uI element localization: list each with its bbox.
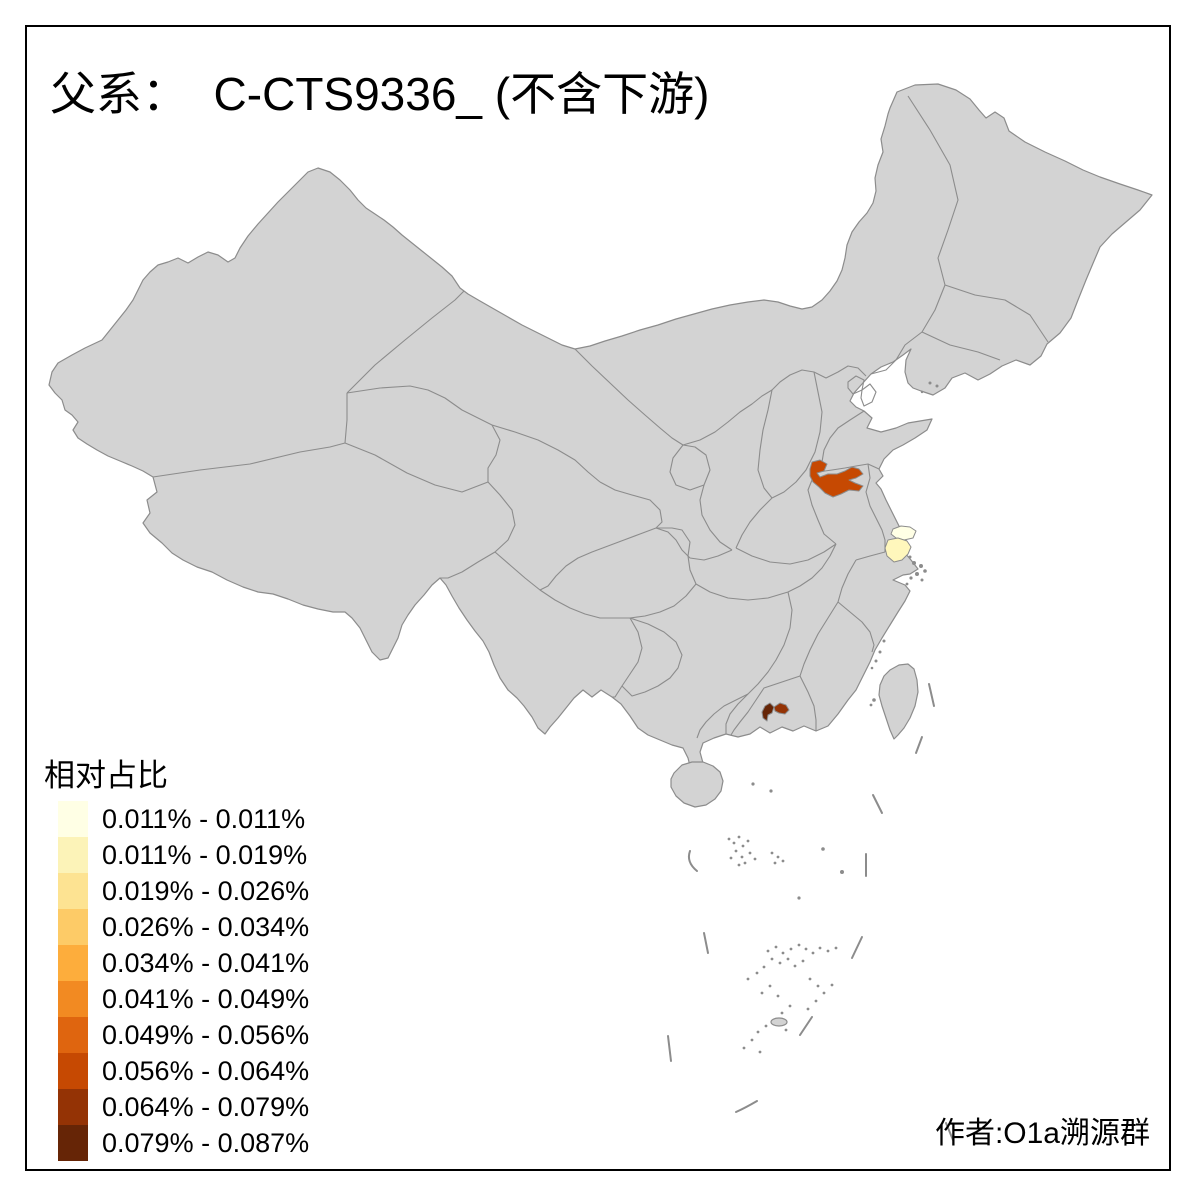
legend-rows: 0.011% - 0.011% 0.011% - 0.019% 0.019% -… xyxy=(58,801,309,1161)
region-south-jiangsu-main xyxy=(884,537,912,563)
hainan-island xyxy=(670,761,724,808)
legend-swatch xyxy=(58,837,88,873)
legend-row: 0.026% - 0.034% xyxy=(58,909,309,945)
region-xuzhou-area xyxy=(809,459,864,498)
legend-title: 相对占比 xyxy=(44,758,168,793)
sea-boundary-dashes xyxy=(667,683,954,1141)
colored-regions xyxy=(761,459,917,722)
legend-row: 0.041% - 0.049% xyxy=(58,981,309,1017)
legend-row: 0.056% - 0.064% xyxy=(58,1053,309,1089)
legend-label: 0.049% - 0.056% xyxy=(102,1020,310,1050)
legend-swatch xyxy=(58,1125,88,1161)
legend-label: 0.011% - 0.011% xyxy=(102,804,306,834)
legend-swatch xyxy=(58,873,88,909)
region-south-jiangsu-north xyxy=(890,525,917,541)
island-specks xyxy=(727,381,939,1054)
legend: 相对占比 0.011% - 0.011% 0.011% - 0.019% 0.0… xyxy=(44,750,309,1161)
legend-row: 0.079% - 0.087% xyxy=(58,1125,309,1161)
mainland-group xyxy=(48,83,1153,1027)
mainland-outline xyxy=(48,83,1153,779)
legend-row: 0.019% - 0.026% xyxy=(58,873,309,909)
legend-row: 0.011% - 0.011% xyxy=(58,801,309,837)
legend-label: 0.019% - 0.026% xyxy=(102,876,310,906)
legend-label: 0.079% - 0.087% xyxy=(102,1128,310,1158)
legend-row: 0.011% - 0.019% xyxy=(58,837,309,873)
spratly-islet xyxy=(770,1017,788,1027)
legend-label: 0.034% - 0.041% xyxy=(102,948,310,978)
legend-swatch xyxy=(58,981,88,1017)
legend-swatch xyxy=(58,801,88,837)
legend-label: 0.011% - 0.019% xyxy=(102,840,308,870)
legend-label: 0.041% - 0.049% xyxy=(102,984,310,1014)
legend-row: 0.034% - 0.041% xyxy=(58,945,309,981)
province-borders xyxy=(152,95,1049,739)
legend-swatch xyxy=(58,1089,88,1125)
legend-label: 0.056% - 0.064% xyxy=(102,1056,310,1086)
legend-label: 0.064% - 0.079% xyxy=(102,1092,310,1122)
region-pearl-delta-west xyxy=(761,702,775,722)
legend-row: 0.064% - 0.079% xyxy=(58,1089,309,1125)
page-title: 父系： C-CTS9336_ (不含下游) xyxy=(50,68,710,120)
region-pearl-delta-east xyxy=(773,702,790,715)
legend-label: 0.026% - 0.034% xyxy=(102,912,310,942)
legend-swatch xyxy=(58,1053,88,1089)
legend-row: 0.049% - 0.056% xyxy=(58,1017,309,1053)
legend-swatch xyxy=(58,1017,88,1053)
legend-swatch xyxy=(58,945,88,981)
legend-swatch xyxy=(58,909,88,945)
taiwan-island xyxy=(878,663,919,740)
author-credit: 作者:O1a溯源群 xyxy=(934,1117,1150,1150)
